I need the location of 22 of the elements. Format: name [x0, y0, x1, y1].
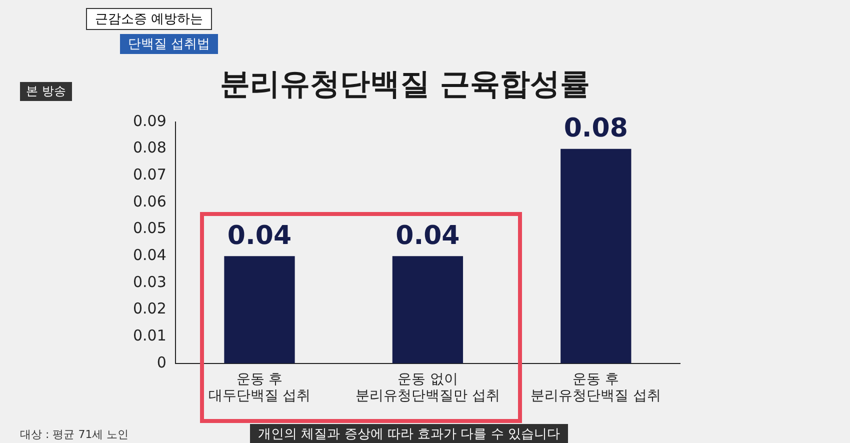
y-tick-label: 0.09	[132, 112, 166, 130]
y-tick-label: 0	[156, 353, 166, 372]
y-tick-label: 0.02	[132, 300, 166, 318]
data-label: 0.04	[227, 220, 292, 251]
data-label: 0.04	[396, 220, 460, 251]
y-tick-label: 0.08	[132, 138, 166, 157]
x-tick-label: 운동 후 분리유청단백질 섭취	[530, 371, 662, 404]
y-tick-label: 0.05	[132, 219, 166, 238]
text: 근감소증 예방하는	[86, 8, 212, 30]
text: 개인의 체질과 증상에 따라 효과가 다를 수 있습니다	[250, 424, 568, 443]
y-tick-label: 0.03	[132, 272, 166, 291]
text: 단백질 섭취법	[120, 34, 218, 54]
data-label: 0.08	[564, 114, 628, 144]
text: 대상 : 평균 71세 노인	[20, 427, 129, 442]
y-tick-label: 0.06	[132, 192, 166, 210]
y-tick-label: 0.07	[132, 166, 166, 184]
y-tick-label: 0.01	[132, 326, 166, 344]
text: 본 방송	[20, 82, 72, 101]
x-tick-label: 운동 후 대두단백질 섭취	[208, 371, 311, 404]
x-tick-label: 운동 없이 분리유청단백질만 섭취	[355, 371, 500, 404]
y-tick-label: 0.04	[132, 246, 166, 264]
chart-title: 분리유청단백질 근육합성률	[220, 66, 590, 102]
